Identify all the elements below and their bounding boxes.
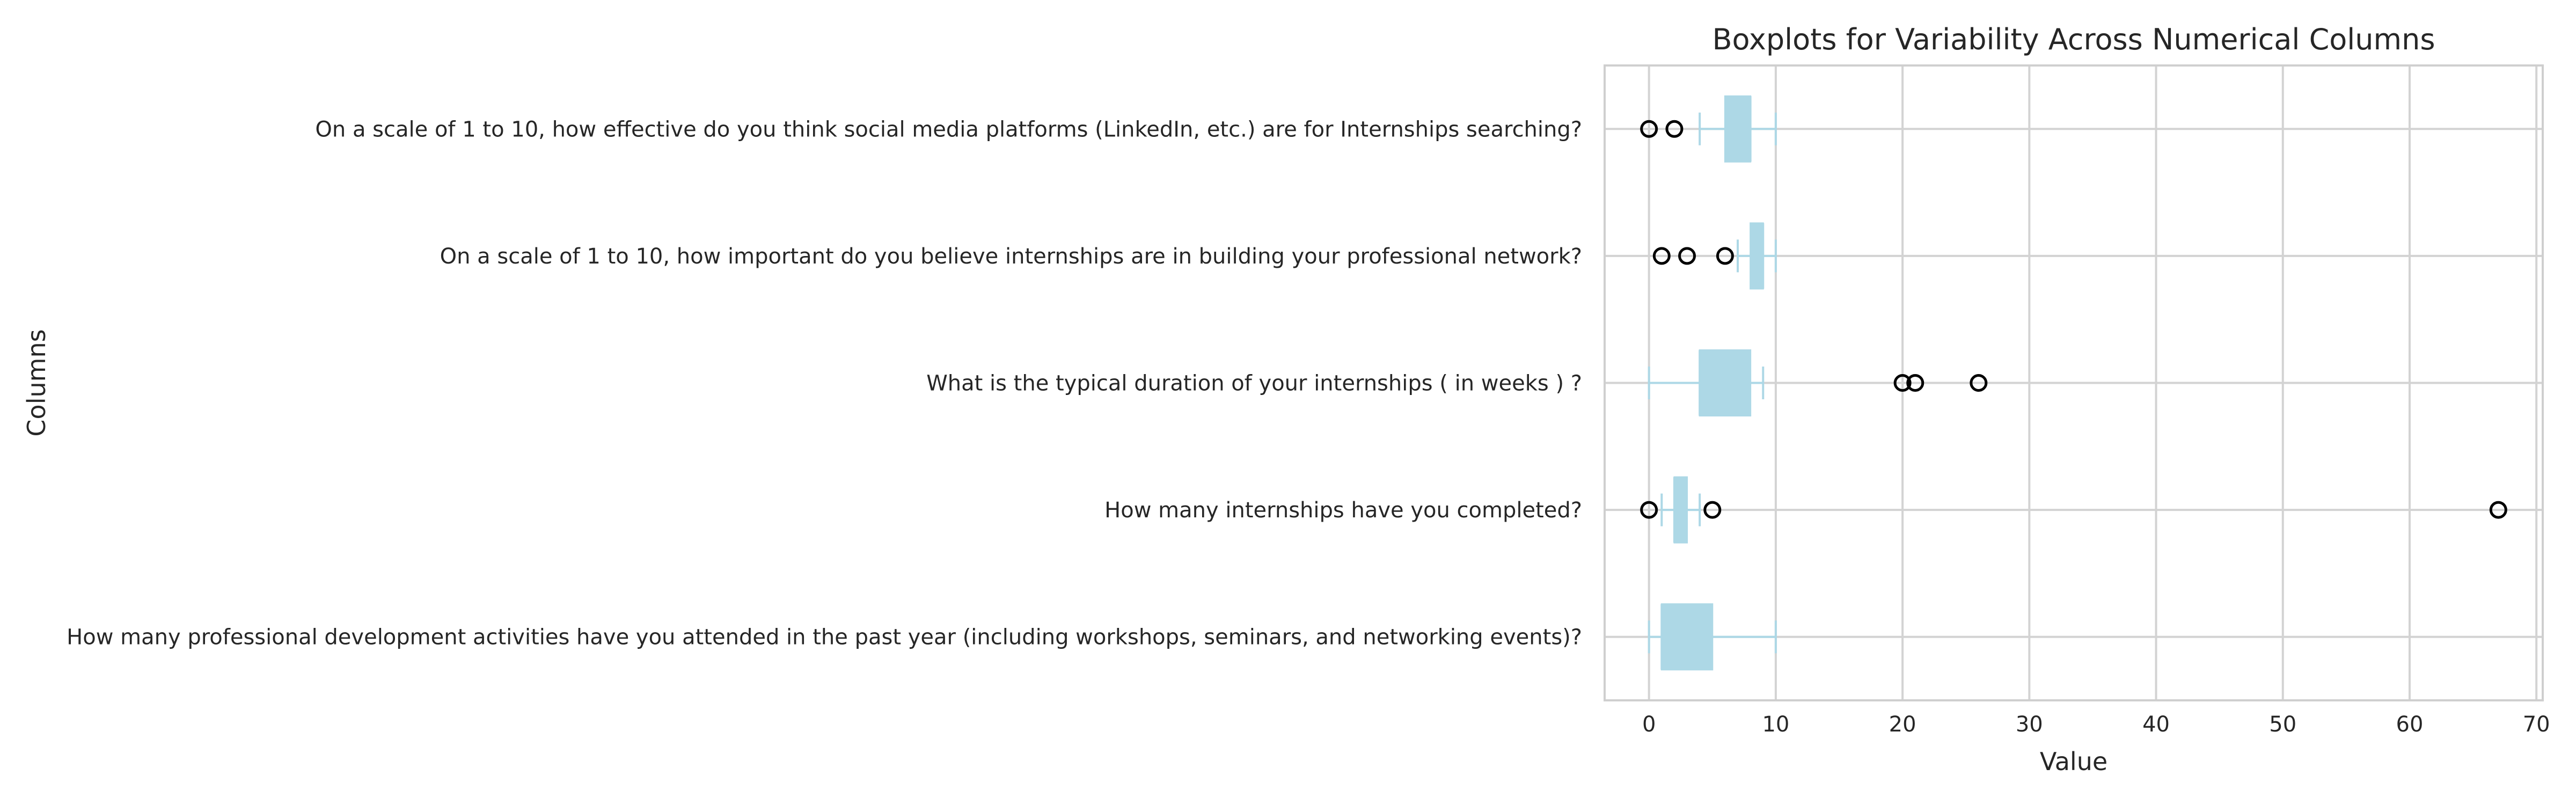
outlier-point xyxy=(1703,501,1722,519)
outlier-point xyxy=(1970,374,1988,392)
chart-title: Boxplots for Variability Across Numerica… xyxy=(1713,23,2435,56)
outlier-point xyxy=(1906,374,1924,392)
box-layer xyxy=(1640,95,2507,671)
outlier-point xyxy=(1665,120,1684,138)
outlier-point xyxy=(1652,247,1671,265)
category-label: How many professional development activi… xyxy=(67,625,1582,650)
x-tick-label: 70 xyxy=(2523,712,2550,737)
outlier-point xyxy=(1716,247,1734,265)
boxplot-group xyxy=(1640,95,1777,163)
x-tick-label: 0 xyxy=(1642,712,1656,737)
category-label: On a scale of 1 to 10, how effective do … xyxy=(315,117,1582,142)
x-tick-label: 20 xyxy=(1889,712,1916,737)
plot-frame xyxy=(1604,64,2544,701)
label-layer: How many professional development activi… xyxy=(67,117,1582,649)
boxplot-group xyxy=(1648,349,1988,416)
x-tick-label: 10 xyxy=(1762,712,1789,737)
outlier-point xyxy=(1640,120,1658,138)
boxplot-group xyxy=(1648,603,1777,671)
x-axis-label: Value xyxy=(2040,747,2107,776)
category-label: How many internships have you completed? xyxy=(1104,498,1582,523)
category-label: What is the typical duration of your int… xyxy=(926,371,1582,396)
box-iqr xyxy=(1660,603,1714,671)
boxplot-group xyxy=(1640,476,2507,544)
outlier-point xyxy=(1678,247,1696,265)
box-iqr xyxy=(1699,349,1752,416)
x-tick-label: 40 xyxy=(2142,712,2170,737)
y-axis-label: Columns xyxy=(22,329,51,436)
box-iqr xyxy=(1750,222,1764,290)
category-label: On a scale of 1 to 10, how important do … xyxy=(440,244,1582,269)
box-iqr xyxy=(1724,95,1752,163)
outlier-point xyxy=(2489,501,2507,519)
outlier-point xyxy=(1640,501,1658,519)
boxplot-group xyxy=(1652,222,1777,290)
box-iqr xyxy=(1673,476,1688,544)
x-tick-label: 60 xyxy=(2396,712,2424,737)
x-tick-label: 30 xyxy=(2016,712,2043,737)
tick-layer: 0 10 20 30 40 50 60 70 xyxy=(1642,712,2550,737)
x-tick-label: 50 xyxy=(2269,712,2296,737)
outlier-point xyxy=(1893,374,1912,392)
